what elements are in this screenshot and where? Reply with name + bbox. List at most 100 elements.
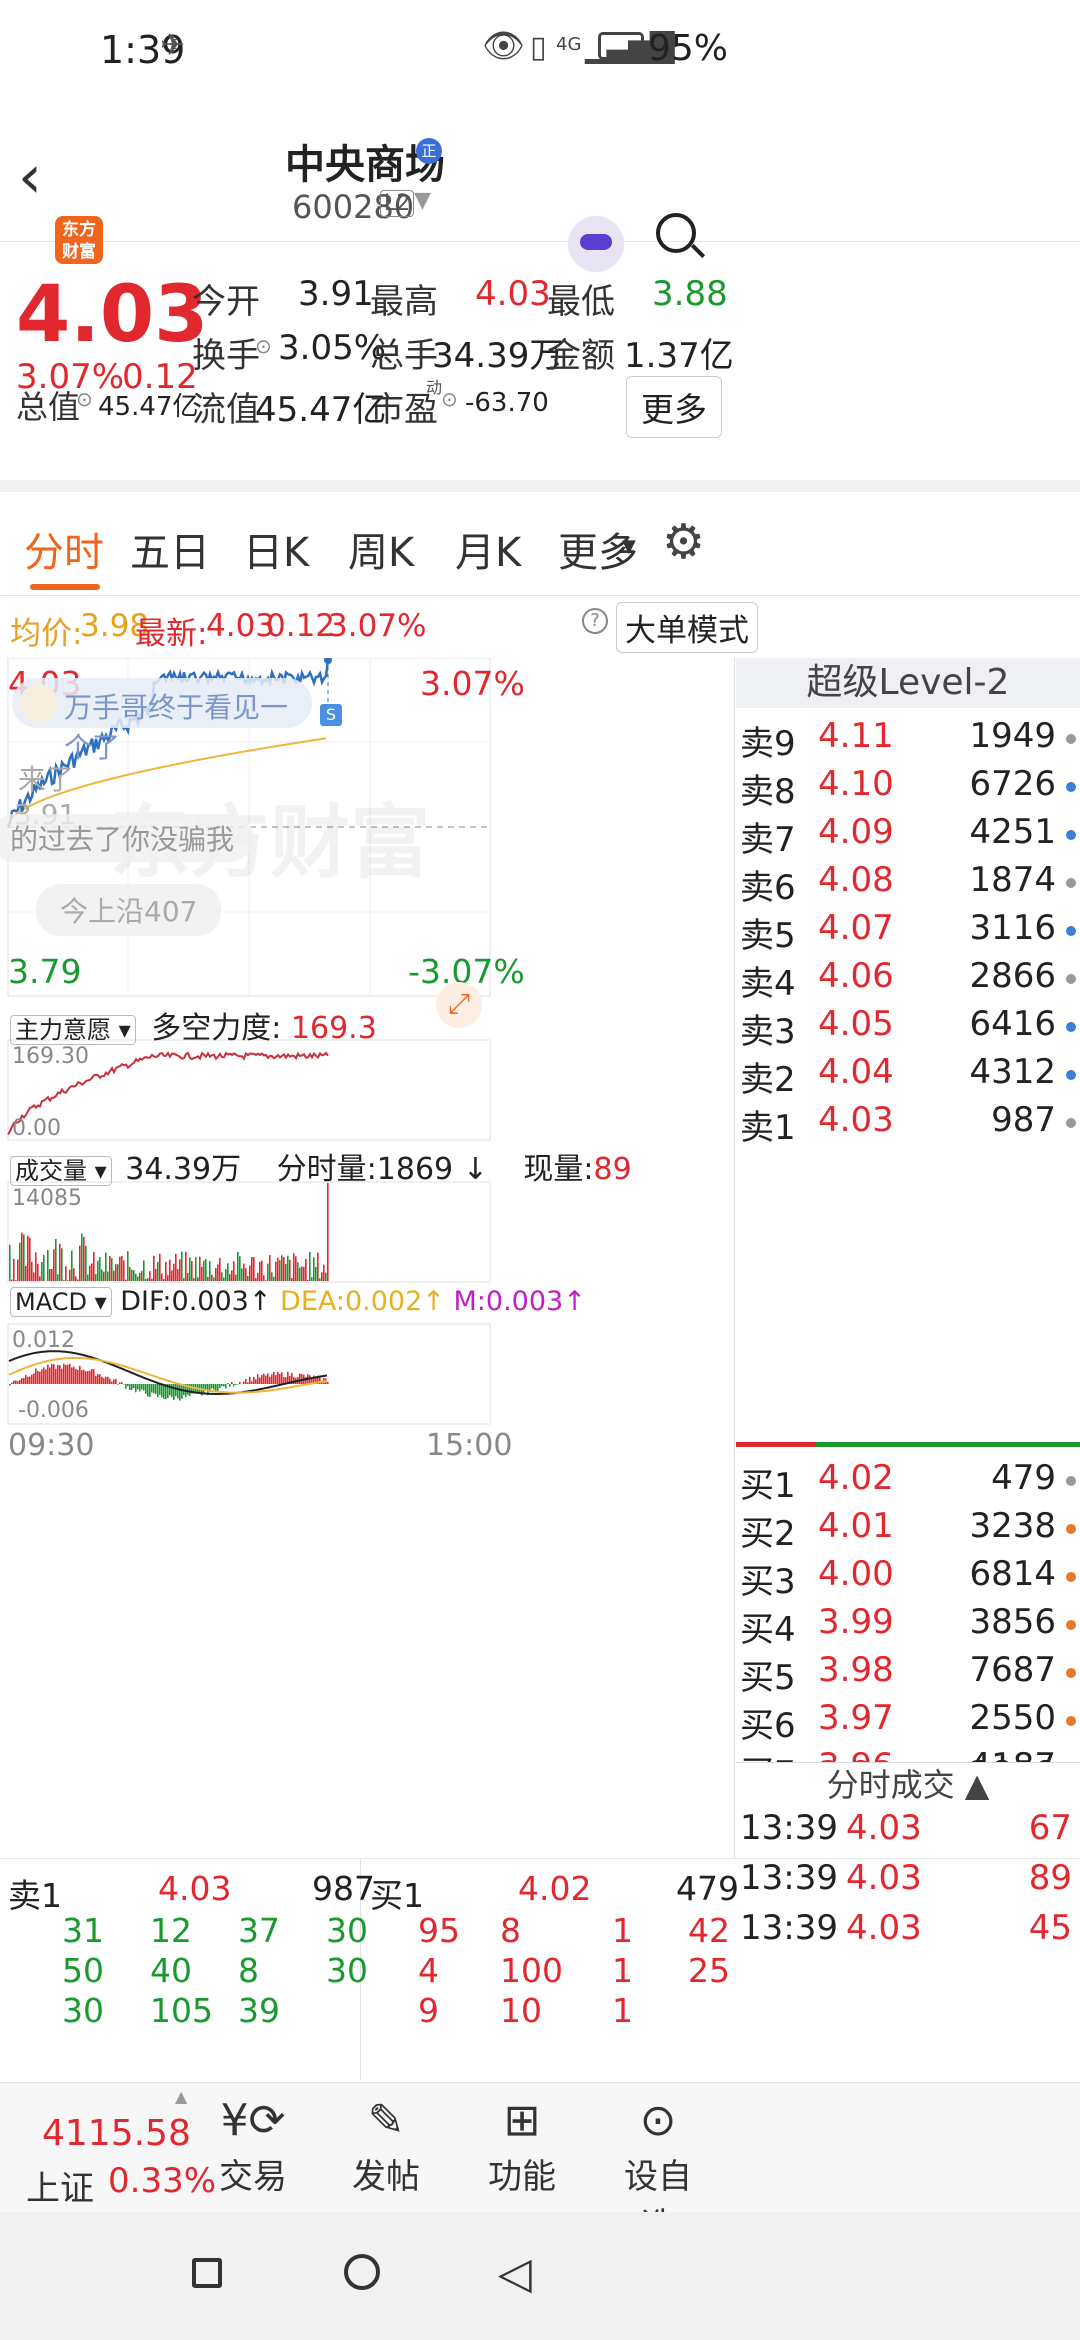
macd-bar — [265, 1375, 267, 1384]
volume-select[interactable]: 成交量 ▾ — [10, 1156, 112, 1186]
danmaku-bubble[interactable]: 的过去了你没骗我 — [0, 814, 255, 862]
volume-bar — [153, 1255, 155, 1281]
ask-row[interactable]: 卖7 4.09 4251 — [736, 812, 1080, 860]
sell-marker-icon[interactable]: S — [320, 704, 342, 726]
search-icon[interactable] — [656, 213, 706, 259]
index-percent[interactable]: 0.33% — [108, 2161, 217, 2201]
indicator-select[interactable]: 主力意愿 ▾ — [10, 1015, 136, 1045]
bid-label: 买6 — [740, 1706, 796, 1746]
queue-buy-cell: 4 — [418, 1951, 439, 1990]
volume-header: 成交量 ▾ 34.39万 分时量:1869 ↓ 现量:89 — [10, 1144, 632, 1188]
queue-buy-cell: 42 — [688, 1911, 730, 1950]
bid-row[interactable]: 买4 3.99 3856 — [736, 1602, 1080, 1650]
macd-bar — [147, 1384, 149, 1397]
ask-volume: 4312 — [969, 1052, 1056, 1092]
level2-title: 超级Level-2 — [736, 658, 1080, 708]
volume-bar — [87, 1274, 89, 1281]
ask-row[interactable]: 卖8 4.10 6726 — [736, 764, 1080, 812]
tab-more[interactable]: 更多 — [558, 530, 638, 576]
home-icon[interactable] — [344, 2254, 380, 2290]
ticks-title[interactable]: 分时成交 ▲ — [736, 1762, 1080, 1806]
ask-dot-icon — [1066, 974, 1076, 984]
volume-bar — [275, 1261, 277, 1281]
tick-volume: 45 — [1028, 1908, 1072, 1948]
ask-label: 卖5 — [740, 916, 796, 956]
ask-row[interactable]: 卖3 4.05 6416 — [736, 1004, 1080, 1052]
tab-intraday[interactable]: 分时 — [24, 530, 104, 576]
nav-post[interactable]: ✎ 发帖 — [352, 2095, 420, 2197]
index-name[interactable]: 上证 — [26, 2169, 94, 2209]
ask-row[interactable]: 卖9 4.11 1949 — [736, 716, 1080, 764]
last-point — [324, 658, 332, 664]
info-dots-icon[interactable]: ⊙ — [441, 387, 458, 411]
chevron-down-icon[interactable]: ▼ — [414, 188, 431, 213]
macd-bar — [235, 1384, 237, 1385]
danmaku-text: 万手哥终于看见一个了 — [64, 691, 289, 764]
volume-bar — [267, 1263, 269, 1281]
collapse-icon[interactable]: ▲ — [175, 2087, 188, 2106]
recent-apps-icon[interactable] — [192, 2258, 222, 2288]
indicator-max-label: 169.30 — [12, 1044, 89, 1069]
back-nav-icon[interactable]: ◁ — [498, 2248, 532, 2299]
tick-price: 4.03 — [846, 1908, 922, 1948]
volume-bar — [111, 1258, 113, 1281]
macd-m: M:0.003 — [453, 1286, 564, 1317]
macd-bar — [95, 1375, 97, 1384]
nav-trade[interactable]: ¥⟳ 交易 — [219, 2095, 287, 2197]
stat-label: 金额 — [547, 336, 615, 376]
macd-bar — [309, 1375, 311, 1384]
info-dots-icon[interactable]: ⊙ — [76, 387, 93, 411]
help-icon[interactable]: ? — [582, 608, 608, 634]
gear-icon[interactable]: ⚙ — [662, 514, 706, 570]
bid-dot-icon — [1066, 1668, 1076, 1678]
bid-row[interactable]: 买2 4.01 3238 — [736, 1506, 1080, 1554]
info-dots-icon[interactable]: ⊙ — [255, 334, 272, 358]
more-stats-button[interactable]: 更多 — [626, 376, 722, 438]
big-order-mode-button[interactable]: 大单模式 — [616, 602, 758, 653]
ask-row[interactable]: 卖4 4.06 2866 — [736, 956, 1080, 1004]
nav-functions[interactable]: ⊞ 功能 — [488, 2095, 556, 2197]
ask-row[interactable]: 卖2 4.04 4312 — [736, 1052, 1080, 1100]
macd-bar — [177, 1384, 179, 1399]
queue-sell-cell: 37 — [238, 1911, 280, 1950]
danmaku-bubble[interactable]: 今上沿407 — [36, 884, 222, 936]
queue-buy-volume: 479 — [676, 1869, 739, 1908]
bid-dot-icon — [1066, 1620, 1076, 1630]
robot-avatar-icon[interactable] — [568, 216, 624, 272]
danmaku-bubble[interactable]: 万手哥终于看见一个了 — [12, 678, 312, 764]
volume-bar — [83, 1236, 85, 1281]
bid-row[interactable]: 买1 4.02 479 — [736, 1458, 1080, 1506]
macd-bar — [57, 1364, 59, 1384]
macd-bar — [99, 1374, 101, 1384]
volume-bar — [225, 1269, 227, 1281]
macd-bar — [41, 1369, 43, 1384]
ask-price: 4.11 — [818, 716, 894, 756]
volume-bar — [17, 1259, 19, 1281]
volume-bar — [325, 1272, 327, 1281]
bid-row[interactable]: 买5 3.98 7687 — [736, 1650, 1080, 1698]
macd-bar — [151, 1384, 153, 1393]
queue-sell-label: 卖1 — [8, 1876, 62, 1915]
volume-bar — [261, 1260, 263, 1281]
tab-daily-k[interactable]: 日K — [243, 530, 310, 576]
tab-weekly-k[interactable]: 周K — [348, 530, 415, 576]
volume-bar — [287, 1255, 289, 1281]
ask-row[interactable]: 卖5 4.07 3116 — [736, 908, 1080, 956]
macd-bar — [69, 1363, 71, 1384]
ask-row[interactable]: 卖6 4.08 1874 — [736, 860, 1080, 908]
stock-header: ‹ 东方 财富 中央商场 正 600280 L2 ▼ — [0, 120, 1080, 272]
macd-bar — [27, 1376, 29, 1384]
macd-bar — [299, 1373, 301, 1384]
trade-icon: ¥⟳ — [220, 2095, 286, 2146]
expand-icon[interactable]: ⤢ — [436, 982, 482, 1028]
macd-bar — [171, 1384, 173, 1398]
bid-row[interactable]: 买6 3.97 2550 — [736, 1698, 1080, 1746]
tab-monthly-k[interactable]: 月K — [455, 530, 522, 576]
macd-select[interactable]: MACD ▾ — [10, 1287, 112, 1317]
tab-five-day[interactable]: 五日 — [130, 530, 210, 576]
index-value[interactable]: 4115.58 — [42, 2113, 191, 2154]
ask-row[interactable]: 卖1 4.03 987 — [736, 1100, 1080, 1148]
back-icon[interactable]: ‹ — [18, 142, 42, 212]
bid-row[interactable]: 买3 4.00 6814 — [736, 1554, 1080, 1602]
macd-bar — [213, 1384, 215, 1390]
